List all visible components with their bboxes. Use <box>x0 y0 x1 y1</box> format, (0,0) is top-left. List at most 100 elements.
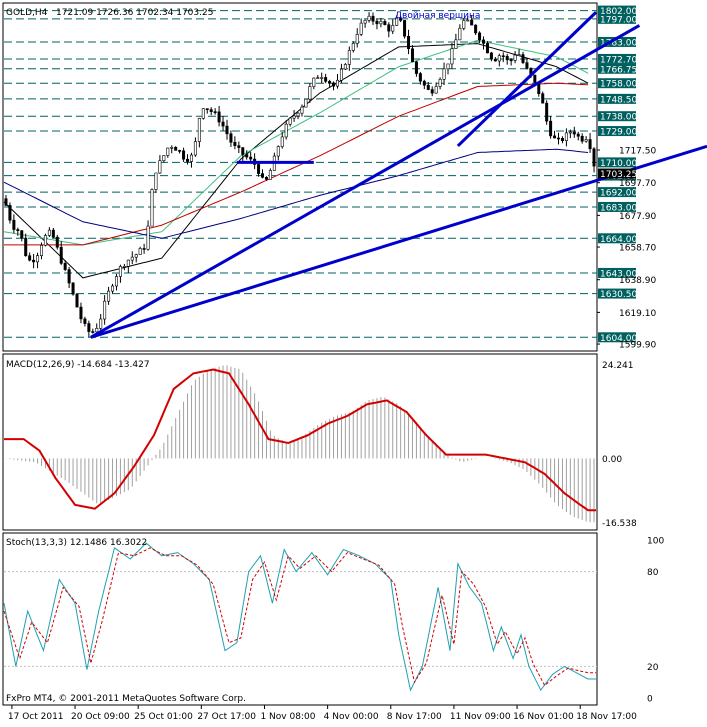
candle-body <box>517 54 521 56</box>
symbol-title: GOLD,H4 <box>6 8 48 18</box>
candle-body <box>138 248 142 255</box>
candle-body <box>107 290 111 302</box>
candle-body <box>59 246 63 264</box>
candle-body <box>197 118 201 142</box>
candle-body <box>312 77 316 87</box>
time-axis-label: 8 Nov 17:00 <box>387 712 442 722</box>
candle-body <box>24 237 28 257</box>
candle-body <box>383 21 387 26</box>
level-tag-label: 1729.00 <box>600 128 637 138</box>
candle-body <box>83 318 87 324</box>
candle-body <box>122 265 126 268</box>
candle-body <box>150 189 154 227</box>
candle-body <box>426 84 430 90</box>
level-tag-label: 1748.50 <box>600 95 637 105</box>
candle-body <box>32 259 36 263</box>
candle-body <box>111 285 115 292</box>
current-price-label: 1703.25 <box>600 170 637 180</box>
current-price-tag <box>598 168 636 179</box>
candle-body <box>533 74 537 83</box>
level-tag <box>598 288 636 299</box>
price-axis-label: 1697.70 <box>619 179 656 189</box>
candle-body <box>410 48 414 63</box>
level-tag <box>598 93 636 104</box>
candle-body <box>182 150 186 160</box>
price-axis-label: 1638.90 <box>619 276 656 286</box>
candle-body <box>434 86 438 94</box>
candle-body <box>28 255 32 261</box>
macd-panel <box>2 353 598 531</box>
candle-body <box>462 20 466 29</box>
ohlc-values: 1721.09 1726.36 1702.34 1703.25 <box>56 8 213 18</box>
candle-body <box>308 86 312 100</box>
candle-body <box>4 198 8 206</box>
candle-body <box>43 235 47 246</box>
candle-body <box>237 145 241 148</box>
candle-body <box>221 121 225 127</box>
candle-body <box>549 120 553 137</box>
candle-body <box>217 111 221 123</box>
macd-title: MACD(12,26,9) -14.684 -13.427 <box>6 360 150 370</box>
candle-body <box>375 20 379 25</box>
candle-body <box>339 68 343 81</box>
candle-body <box>320 77 324 79</box>
candle-body <box>67 269 71 284</box>
candle-body <box>166 147 170 156</box>
time-axis-label: 27 Oct 17:00 <box>197 712 256 722</box>
candle-body <box>178 150 182 152</box>
trendline <box>90 24 641 339</box>
candle-body <box>430 89 434 94</box>
macd-axis-label: -16.538 <box>602 519 637 529</box>
candle-body <box>497 55 501 62</box>
level-tag <box>598 187 636 198</box>
candle-body <box>186 158 190 162</box>
candle-body <box>268 170 272 180</box>
level-tag-label: 1683.00 <box>600 203 637 213</box>
candle-body <box>146 225 150 250</box>
level-tag <box>598 78 636 89</box>
candle-body <box>474 24 478 34</box>
time-axis-label: 20 Oct 09:00 <box>71 712 130 722</box>
ma-medium-line <box>3 39 589 246</box>
candle-body <box>233 142 237 146</box>
candle-body <box>347 50 351 65</box>
candle-body <box>403 20 407 37</box>
candle-body <box>355 33 359 44</box>
candle-body <box>75 293 79 308</box>
time-axis-label: 18 Nov 17:00 <box>576 712 637 722</box>
level-tag-label: 1604.00 <box>600 334 637 344</box>
level-tag-label: 1783.00 <box>600 38 637 48</box>
stoch-signal-line <box>3 547 596 687</box>
stoch-axis-label: 100 <box>647 537 664 547</box>
candle-body <box>454 39 458 49</box>
candle-body <box>576 133 580 137</box>
candle-body <box>335 79 339 87</box>
candle-body <box>87 323 91 332</box>
price-axis-label: 1677.90 <box>619 212 656 222</box>
candle-body <box>158 160 162 174</box>
candle-body <box>20 230 24 239</box>
level-tag <box>598 111 636 122</box>
candle-body <box>446 63 450 70</box>
candle-body <box>193 141 197 156</box>
candle-body <box>509 59 513 62</box>
candle-body <box>241 147 245 155</box>
macd-signal-line <box>4 368 596 512</box>
candle-body <box>367 15 371 21</box>
candle-body <box>324 77 328 82</box>
candle-body <box>391 25 395 32</box>
level-tag <box>598 157 636 168</box>
candle-body <box>134 254 138 258</box>
candle-body <box>572 131 576 135</box>
stoch-axis-label: 80 <box>647 568 659 578</box>
candle-body <box>154 172 158 190</box>
price-axis-label: 1658.70 <box>619 244 656 254</box>
candle-body <box>292 115 296 119</box>
price-axis-label: 1619.10 <box>619 309 656 319</box>
level-tag <box>598 267 636 278</box>
candle-body <box>363 20 367 24</box>
candle-body <box>205 108 209 110</box>
candle-body <box>466 19 470 22</box>
stoch-axis-label: 20 <box>647 663 659 673</box>
candle-body <box>351 43 355 51</box>
